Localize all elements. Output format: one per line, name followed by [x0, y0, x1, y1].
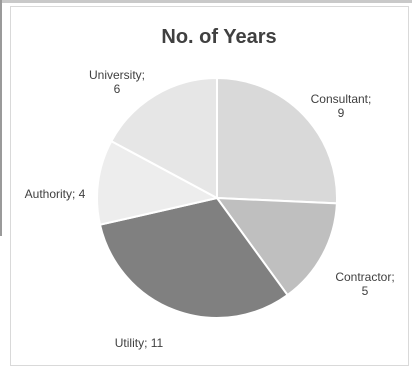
data-label-consultant: Consultant; 9 — [311, 92, 372, 120]
pie-chart: No. of Years Consultant; 9 Contractor; 5 Uti… — [25, 26, 395, 350]
data-label-utility: Utility; 11 — [115, 336, 164, 350]
chart-area[interactable]: No. of Years Consultant; 9 Contractor; 5 Uti… — [10, 6, 409, 366]
data-label-university: University; 6 — [89, 68, 145, 96]
data-label-authority: Authority; 4 — [25, 187, 86, 201]
pie-slice-authority[interactable] — [96, 139, 220, 226]
background-edge-top — [0, 0, 412, 3]
pie-slice-consultant[interactable] — [216, 76, 338, 205]
background-edge-left — [0, 0, 2, 236]
pie-labels: Consultant; 9 Contractor; 5 Utility; 11 Autho… — [25, 68, 395, 350]
data-label-contractor: Contractor; 5 — [335, 270, 394, 298]
chart-title: No. of Years — [161, 26, 276, 48]
pie-slice-utility[interactable] — [98, 196, 289, 319]
pie-slices — [96, 76, 338, 319]
pie-slice-contractor[interactable] — [214, 196, 338, 297]
pie-slice-university[interactable] — [109, 76, 218, 200]
